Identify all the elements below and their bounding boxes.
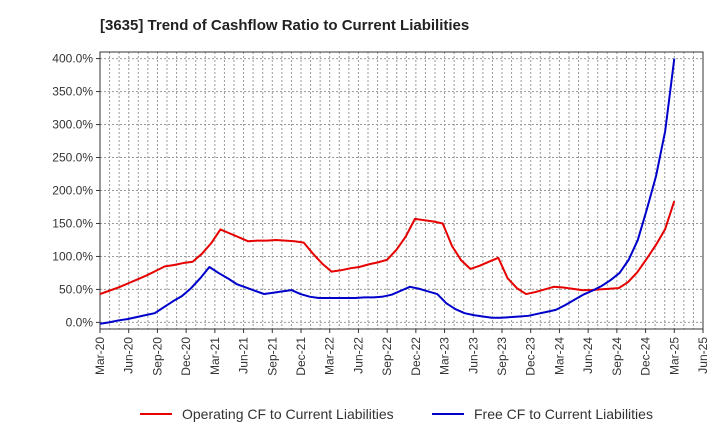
series-line-free-cf: [99, 58, 676, 325]
x-tick-label: Jun-21: [237, 337, 251, 374]
x-tick-label: Jun-20: [122, 337, 136, 374]
y-tick-label: 300.0%: [52, 118, 93, 132]
y-tick-label: 400.0%: [52, 52, 93, 66]
y-tick-label: 50.0%: [59, 282, 93, 296]
x-tick-label: Mar-23: [438, 337, 452, 375]
legend-label-operating-cf: Operating CF to Current Liabilities: [182, 406, 394, 422]
x-tick-label: Dec-24: [639, 337, 653, 376]
x-tick-label: Jun-22: [351, 337, 365, 374]
y-tick-label: 200.0%: [52, 184, 93, 198]
x-tick-label: Mar-24: [552, 337, 566, 375]
x-tick-label: Dec-21: [294, 337, 308, 376]
x-tick-label: Dec-20: [179, 337, 193, 376]
x-tick-label: Sep-21: [265, 337, 279, 376]
y-axis: 0.0% 50.0% 100.0% 150.0% 200.0% 250.0% 300.0% 3…: [52, 52, 100, 329]
series-line-operating-cf: [99, 200, 676, 296]
legend-label-free-cf: Free CF to Current Liabilities: [474, 406, 653, 422]
x-tick-label: Sep-24: [610, 337, 624, 376]
x-tick-label: Mar-21: [208, 337, 222, 375]
x-tick-label: Dec-23: [524, 337, 538, 376]
y-tick-label: 100.0%: [52, 249, 93, 263]
y-tick-label: 0.0%: [66, 315, 94, 329]
series-lines: [99, 58, 676, 325]
y-tick-label: 250.0%: [52, 151, 93, 165]
chart-title: [3635] Trend of Cashflow Ratio to Curren…: [100, 17, 469, 34]
x-tick-label: Jun-24: [581, 337, 595, 374]
x-tick-label: Jun-23: [466, 337, 480, 374]
x-tick-label: Dec-22: [409, 337, 423, 376]
x-tick-label: Sep-22: [380, 337, 394, 376]
y-tick-label: 350.0%: [52, 85, 93, 99]
x-tick-label: Mar-20: [93, 337, 107, 375]
legend: Operating CF to Current Liabilities Free…: [140, 406, 653, 422]
x-tick-label: Sep-20: [150, 337, 164, 376]
x-tick-label: Mar-25: [667, 337, 681, 375]
x-tick-label: Jun-25: [696, 337, 710, 374]
x-axis: Mar-20 Jun-20 Sep-20 Dec-20 Mar-21 Jun-21 Sep-…: [93, 329, 710, 376]
y-tick-label: 150.0%: [52, 216, 93, 230]
x-tick-label: Sep-23: [495, 337, 509, 376]
x-tick-label: Mar-22: [323, 337, 337, 375]
